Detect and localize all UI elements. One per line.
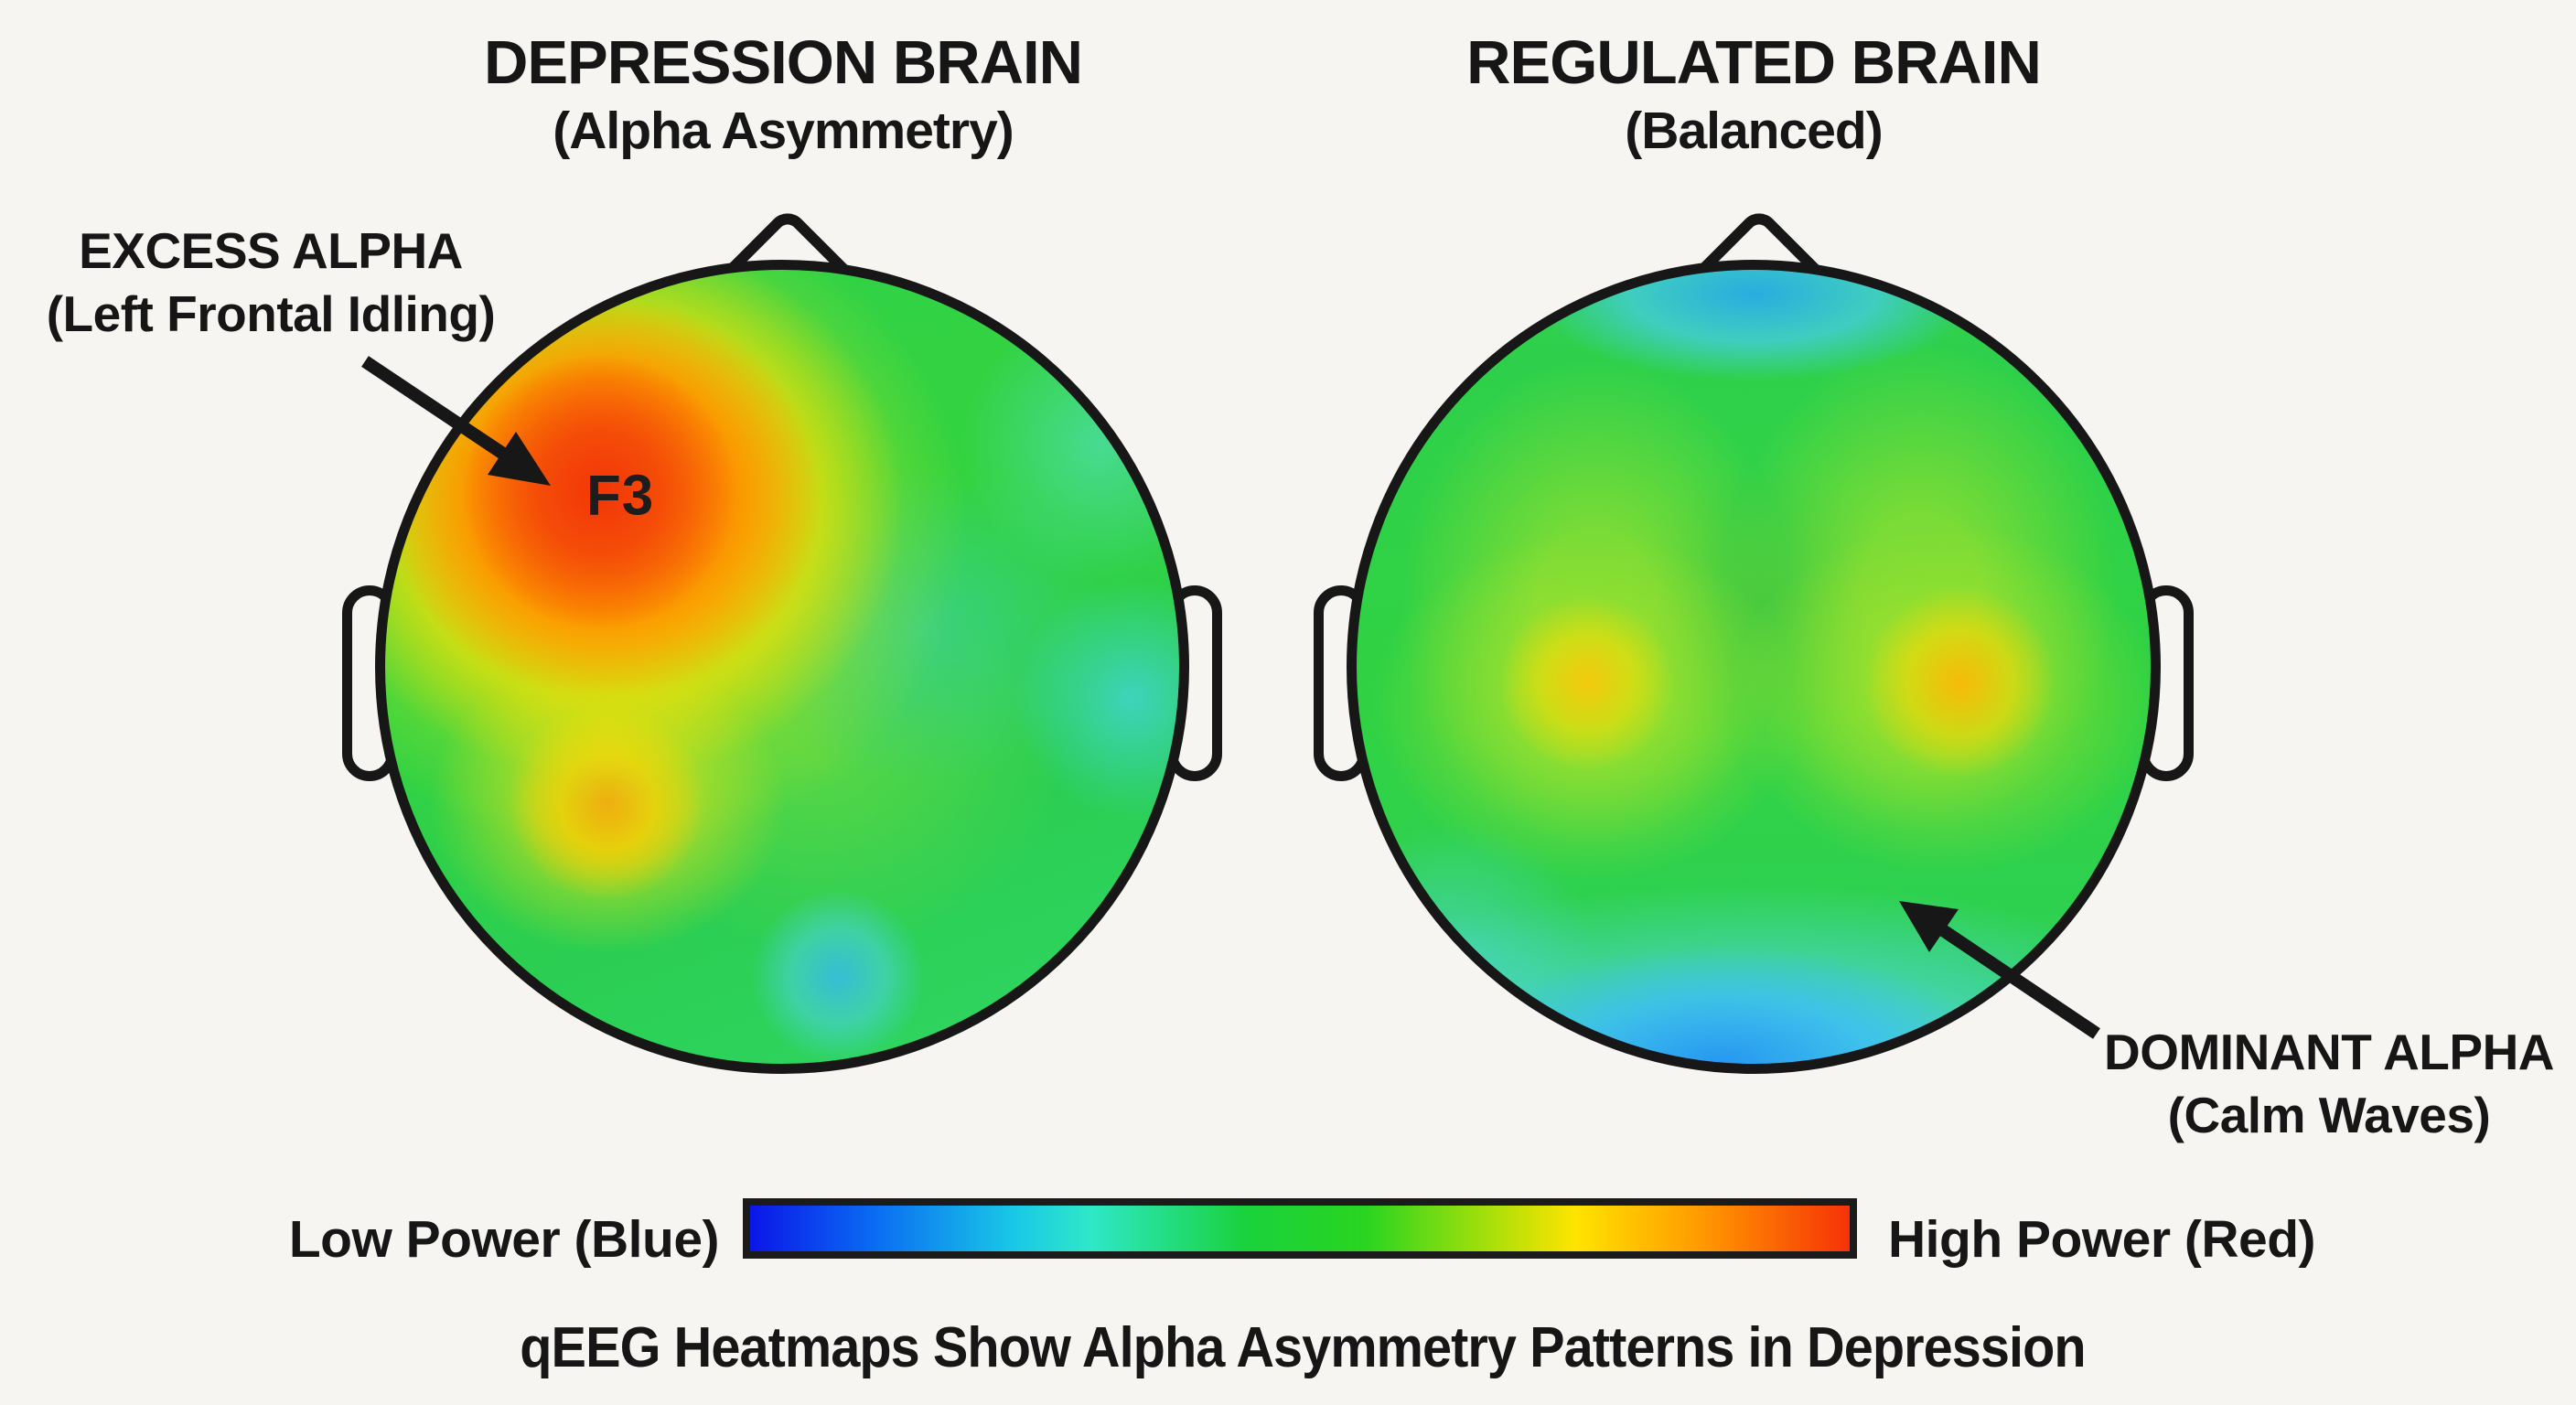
- dominant-alpha-annotation: DOMINANT ALPHA (Calm Waves): [2103, 1021, 2555, 1148]
- dominant-alpha-line1: DOMINANT ALPHA: [2103, 1024, 2555, 1080]
- excess-alpha-line2: (Left Frontal Idling): [46, 285, 496, 343]
- left-panel-title: DEPRESSION BRAIN: [483, 28, 1083, 97]
- left-panel-subtitle: (Alpha Asymmetry): [553, 102, 1014, 161]
- regulated-head-map: [1314, 205, 2194, 1074]
- right-panel-title: REGULATED BRAIN: [1466, 28, 2042, 97]
- right-panel-subtitle: (Balanced): [1625, 102, 1883, 161]
- excess-alpha-annotation: EXCESS ALPHA (Left Frontal Idling): [47, 220, 496, 347]
- depression-heatmap-scalp: [375, 260, 1189, 1074]
- regulated-heatmap-scalp: [1347, 260, 2161, 1074]
- colorbar-low-label: Low Power (Blue): [288, 1210, 720, 1269]
- dominant-alpha-line2: (Calm Waves): [2167, 1087, 2491, 1144]
- colorbar-high-label: High Power (Red): [1888, 1210, 2316, 1269]
- f3-electrode-label: F3: [585, 464, 655, 528]
- figure-caption: qEEG Heatmaps Show Alpha Asymmetry Patte…: [520, 1316, 2086, 1379]
- right-panel-header: REGULATED BRAIN (Balanced): [1466, 28, 2042, 161]
- depression-head-map: [342, 205, 1222, 1074]
- left-panel-header: DEPRESSION BRAIN (Alpha Asymmetry): [483, 28, 1083, 161]
- excess-alpha-line1: EXCESS ALPHA: [79, 222, 463, 279]
- colorbar-gradient: [743, 1198, 1857, 1259]
